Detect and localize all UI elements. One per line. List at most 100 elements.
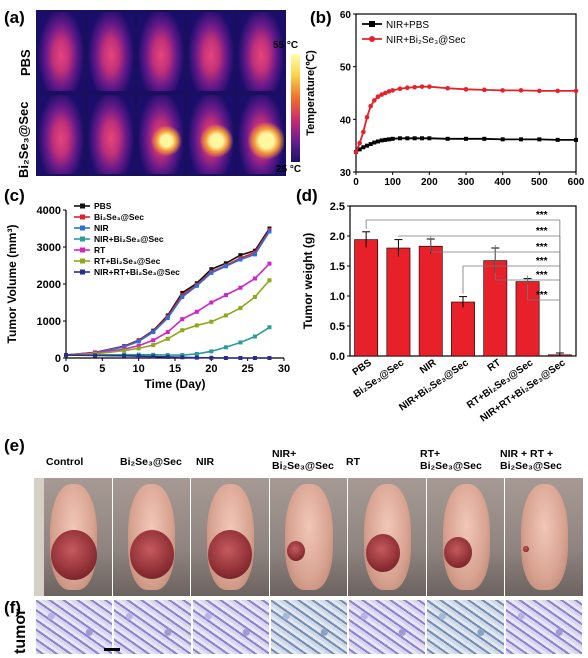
xtick-label-c-4: 20 (205, 363, 217, 375)
point-c-5-5 (165, 336, 170, 341)
scale-bar (104, 648, 120, 651)
point-b-0-21 (537, 137, 542, 142)
row-label-pbs: PBS (18, 49, 33, 76)
thermal-cell-r1-c2 (138, 95, 184, 174)
thermal-cell-r0-c2 (138, 12, 184, 91)
point-c-6-6 (180, 355, 185, 360)
point-b-1-23 (573, 88, 579, 94)
legend-label-b-1: NIR+Bi₂Se₃@Sec (386, 35, 466, 46)
point-b-1-16 (445, 85, 450, 91)
group-label-4: RT (346, 456, 360, 468)
thermal-cell-r0-c4 (238, 12, 284, 91)
point-b-0-11 (398, 136, 402, 141)
thermal-cell-r1-c4 (238, 95, 284, 174)
point-b-1-18 (482, 87, 487, 93)
point-b-1-13 (412, 84, 417, 90)
group-label-1: Bi₂Se₃@Sec (120, 456, 182, 468)
point-b-0-14 (420, 136, 424, 141)
point-b-0-15 (427, 136, 432, 141)
point-c-6-11 (252, 356, 257, 360)
histology-image-0 (36, 600, 113, 654)
point-b-1-8 (383, 90, 388, 96)
point-c-6-0 (64, 353, 68, 358)
point-c-3-7 (194, 351, 199, 356)
ytick-label-d-4: 2.0 (330, 231, 345, 243)
xtick-label-c-5: 25 (242, 363, 254, 375)
ytick-label-b-1: 40 (340, 115, 352, 126)
group-label-6: NIR + RT + Bi₂Se₃@Sec (500, 448, 562, 472)
bar-d-3 (451, 301, 475, 357)
point-b-1-20 (518, 88, 524, 93)
point-c-4-8 (209, 300, 214, 305)
point-b-0-17 (464, 136, 468, 141)
point-b-0-22 (555, 137, 560, 142)
point-b-0-20 (519, 137, 523, 142)
point-b-0-12 (405, 136, 410, 141)
group-label-0: Control (46, 456, 84, 468)
thermal-cell-r0-c1 (88, 12, 134, 91)
tumor-2 (208, 530, 253, 579)
point-c-3-6 (180, 353, 185, 358)
colorbar (291, 54, 300, 162)
point-b-1-6 (375, 94, 381, 99)
thermal-image-grid: 0 min0.5 min1 min5 min10 min (36, 10, 286, 176)
legend-marker-c-3 (80, 236, 85, 242)
point-b-0-6 (376, 139, 380, 144)
group-label-5: RT+ Bi₂Se₃@Sec (420, 448, 482, 472)
legend-label-c-6: NIR+RT+Bi₂Se₃@Sec (94, 267, 180, 277)
point-b-0-23 (574, 137, 578, 142)
legend-marker-c-5 (80, 258, 85, 264)
category-label-d-2: NIR (418, 357, 439, 376)
point-c-6-5 (165, 354, 170, 359)
thermal-cell-r0-c3 (188, 12, 234, 91)
point-b-1-12 (405, 85, 410, 91)
point-b-1-2 (361, 129, 366, 135)
point-c-4-10 (238, 285, 243, 290)
point-c-4-4 (151, 338, 156, 343)
tumor-6 (522, 545, 529, 553)
point-c-6-4 (151, 354, 156, 359)
point-c-4-6 (180, 317, 185, 322)
histology-image-6 (505, 600, 582, 654)
point-c-0-9 (223, 261, 228, 266)
point-b-0-4 (368, 142, 373, 147)
ytick-label-b-2: 50 (340, 63, 352, 74)
point-c-5-6 (180, 328, 185, 333)
histology-image-3 (270, 600, 348, 654)
point-c-2-6 (180, 294, 185, 299)
point-c-2-4 (151, 330, 156, 335)
legend-label-b-0: NIR+PBS (386, 20, 429, 31)
point-b-1-14 (419, 84, 425, 89)
point-b-0-18 (482, 136, 487, 141)
xtick-label-c-0: 0 (63, 363, 69, 375)
chart-c: 0 5 10 15 20 25 30 0 1000 2000 3000 4000 Time (Day) T… (5, 201, 290, 391)
point-c-2-2 (122, 344, 127, 349)
xtick-label-c-3: 15 (169, 363, 181, 375)
point-c-4-11 (252, 276, 257, 281)
xtick-label-b-2: 200 (421, 177, 438, 188)
chart-b: 010020030040050060030405060Time (s)Tempe… (305, 10, 585, 188)
point-c-2-11 (252, 252, 257, 257)
sig-label-d-1: *** (536, 226, 548, 237)
point-c-5-9 (223, 313, 228, 318)
xtick-label-b-4: 400 (494, 177, 511, 188)
mouse-photo-6 (505, 478, 583, 596)
point-c-3-11 (252, 334, 257, 339)
point-c-6-1 (93, 353, 98, 358)
bar-d-1 (386, 247, 411, 357)
legend-marker-c-0 (80, 203, 85, 209)
mouse-body-6 (521, 484, 569, 590)
colorbar-min-label: 25 °C (276, 164, 302, 175)
point-c-0-10 (238, 253, 243, 258)
point-b-1-9 (386, 89, 392, 94)
point-b-0-16 (445, 136, 450, 141)
ytick-label-d-1: 0.5 (330, 321, 345, 333)
bar-d-2 (418, 245, 443, 357)
point-b-1-19 (500, 88, 505, 93)
tumor-4 (365, 534, 400, 572)
tumor-0 (51, 529, 98, 581)
point-c-2-12 (267, 229, 272, 234)
point-c-3-9 (223, 345, 228, 350)
ytick-label-c-1: 1000 (37, 316, 61, 328)
